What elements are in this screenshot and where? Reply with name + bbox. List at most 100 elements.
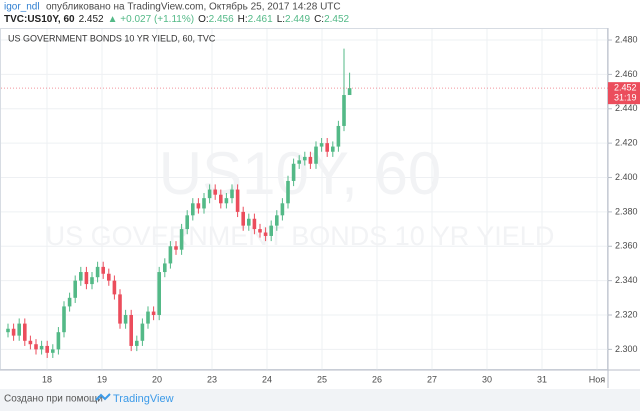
candle-body [90, 277, 94, 285]
candle-body [45, 345, 49, 353]
x-tick-label: 23 [207, 374, 217, 384]
x-tick-label: Ноя [589, 374, 606, 384]
countdown: 31:19 [614, 93, 637, 103]
candle-body [17, 323, 21, 336]
candle-body [118, 294, 122, 324]
candle-body [73, 280, 77, 298]
y-tick-label: 2.440 [615, 103, 638, 113]
candle-body [224, 198, 229, 204]
candle-body [235, 189, 240, 212]
candle-body [314, 146, 318, 164]
x-tick-label: 26 [372, 374, 382, 384]
candle-body [219, 194, 223, 204]
candle-body [84, 272, 89, 285]
ohlc-label: H: [238, 14, 248, 25]
candle-body [39, 345, 44, 350]
candle-body [129, 315, 133, 346]
ohlc-label: L: [277, 14, 285, 25]
y-tick-label: 2.480 [615, 34, 638, 44]
symbol: TVC:US10Y, 60 [4, 14, 75, 25]
candle-body [101, 266, 105, 274]
candle-body [107, 273, 111, 281]
candle-body [95, 266, 100, 278]
x-tick-label: 20 [152, 374, 162, 384]
footer-created: Создано при помощи [4, 394, 103, 405]
candle-body [79, 272, 83, 281]
ohlc-value: 2.452 [324, 14, 349, 25]
candle-body [336, 125, 341, 147]
watermark-symbol: US10Y, 60 [159, 140, 441, 207]
candle-body [286, 180, 290, 204]
candle-body [291, 163, 296, 181]
last-price-label: 2.452 [614, 83, 637, 93]
x-tick-label: 31 [537, 374, 547, 384]
y-tick-label: 2.360 [615, 241, 638, 251]
y-tick-label: 2.300 [615, 344, 638, 354]
candle-body [342, 95, 346, 126]
change: ▲ +0.027 (+1.11%) [108, 14, 194, 25]
brand-logo [95, 393, 111, 401]
candle-body [163, 263, 167, 273]
chart-title: US GOVERNMENT BONDS 10 YR YIELD, 60, TVC [8, 33, 216, 43]
x-tick-label: 30 [482, 374, 492, 384]
candle-body [28, 340, 33, 345]
ohlc-value: 2.456 [209, 14, 234, 25]
candle-body [62, 306, 66, 333]
footer-brand[interactable]: TradingView [113, 393, 174, 405]
candle-body [213, 189, 217, 195]
candle-body [146, 311, 150, 324]
candle-body [263, 232, 268, 236]
candle-body [140, 323, 145, 341]
candle-body [6, 328, 10, 333]
symbol-line: TVC:US10Y, 60 2.452 ▲ +0.027 (+1.11%) O:2.4… [4, 14, 350, 25]
footer-bar [0, 389, 640, 411]
y-tick-label: 2.340 [615, 275, 638, 285]
candle-body [168, 246, 173, 264]
candle-body [297, 160, 301, 164]
candle-body [202, 198, 206, 209]
candle-body [23, 323, 27, 341]
candle-body [280, 203, 285, 216]
candle-body [11, 328, 16, 336]
candle-body [241, 211, 245, 226]
candle-body [151, 311, 156, 316]
candle-body [196, 203, 201, 209]
candle-body [303, 156, 307, 161]
author[interactable]: igor_ndl [4, 2, 40, 13]
y-tick-label: 2.420 [615, 138, 638, 148]
y-tick-label: 2.460 [615, 69, 638, 79]
candle-body [207, 189, 212, 199]
candle-body [269, 225, 273, 236]
candle-body [179, 229, 184, 250]
candle-body [191, 203, 195, 216]
candle-body [319, 143, 324, 147]
candle-body [56, 332, 61, 350]
candle-body [252, 218, 257, 230]
candle-body [325, 143, 329, 152]
x-tick-label: 18 [42, 374, 52, 384]
candle-body [135, 340, 139, 346]
candle-body [34, 344, 38, 350]
candle-body [112, 280, 117, 295]
last: 2.452 [79, 14, 104, 25]
ohlc-value: 2.461 [248, 14, 273, 25]
published: опубликовано на TradingView.com, Октябрь… [46, 1, 341, 13]
ohlc-value: 2.449 [285, 14, 310, 25]
candle-body [174, 246, 178, 250]
x-tick-label: 24 [262, 374, 272, 384]
grid [1, 29, 608, 370]
y-tick-label: 2.380 [615, 206, 638, 216]
ohlc-label: C: [314, 14, 324, 25]
ohlc-label: O: [198, 14, 209, 25]
candle-body [275, 215, 279, 226]
candle-body [258, 229, 262, 233]
candle-body [308, 156, 313, 164]
candle-body [185, 215, 189, 230]
last-price-box [608, 82, 640, 105]
candle-body [67, 297, 72, 307]
candle-body [331, 146, 335, 152]
x-tick-label: 25 [317, 374, 327, 384]
candle-body [51, 349, 55, 353]
